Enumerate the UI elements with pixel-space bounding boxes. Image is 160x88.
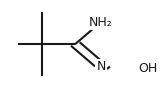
Text: NH₂: NH₂ (89, 15, 113, 29)
Text: OH: OH (139, 62, 158, 75)
Text: N: N (96, 59, 106, 73)
